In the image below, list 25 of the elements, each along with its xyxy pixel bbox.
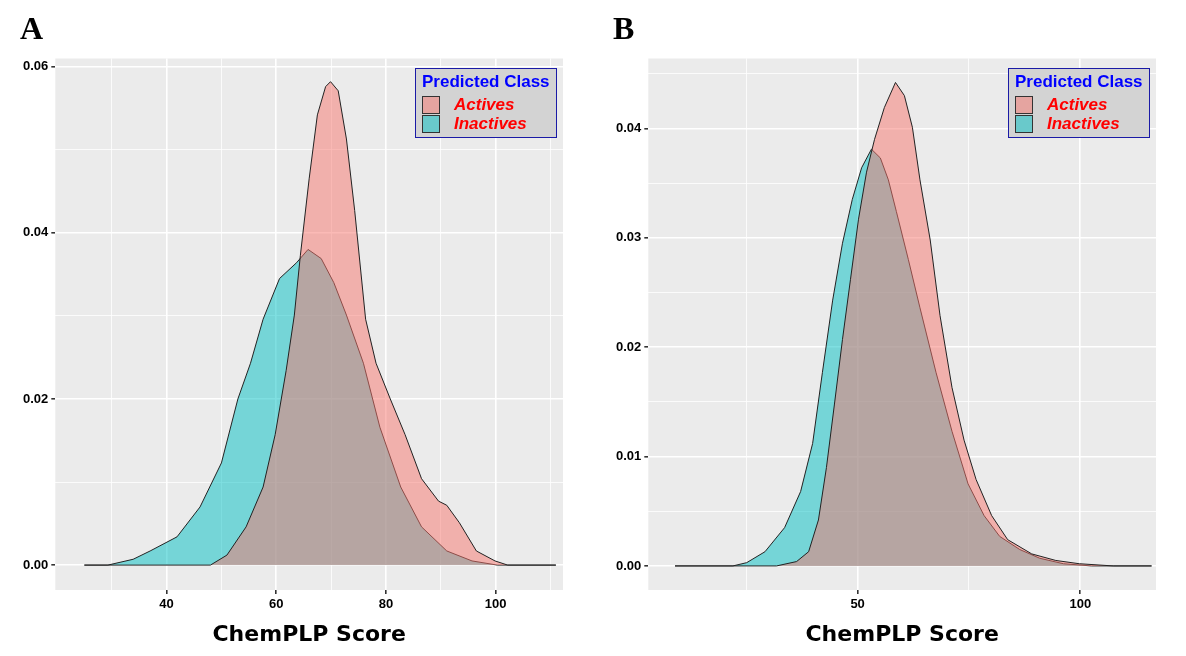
legend-label: Inactives — [454, 114, 527, 134]
y-tick-label: 0.03 — [615, 229, 642, 245]
y-tick-label: 0.06 — [22, 58, 49, 74]
x-tick-label: 50 — [850, 596, 865, 612]
x-tick-label: 100 — [484, 596, 507, 612]
chart-title: A — [20, 10, 44, 47]
y-tick-label: 0.04 — [615, 119, 643, 135]
y-tick-label: 0.00 — [22, 556, 49, 572]
legend-label: Inactives — [1047, 114, 1120, 134]
chart-title: B — [613, 10, 635, 47]
x-tick-label: 100 — [1069, 596, 1092, 612]
x-axis-title: ChemPLP Score — [805, 620, 999, 646]
x-tick-label: 40 — [159, 596, 174, 612]
y-tick-label: 0.01 — [615, 448, 642, 464]
y-tick-label: 0.02 — [615, 338, 642, 354]
y-tick-label: 0.00 — [615, 557, 642, 573]
x-tick-label: 60 — [269, 596, 284, 612]
y-tick-label: 0.04 — [22, 224, 50, 240]
legend-title: Predicted Class — [422, 72, 550, 93]
y-tick-label: 0.02 — [22, 390, 49, 406]
legend-title: Predicted Class — [1015, 72, 1143, 93]
legend-label: Actives — [1047, 95, 1108, 115]
legend-label: Actives — [454, 95, 515, 115]
x-axis-title: ChemPLP Score — [212, 620, 406, 646]
x-tick-label: 80 — [378, 596, 394, 612]
